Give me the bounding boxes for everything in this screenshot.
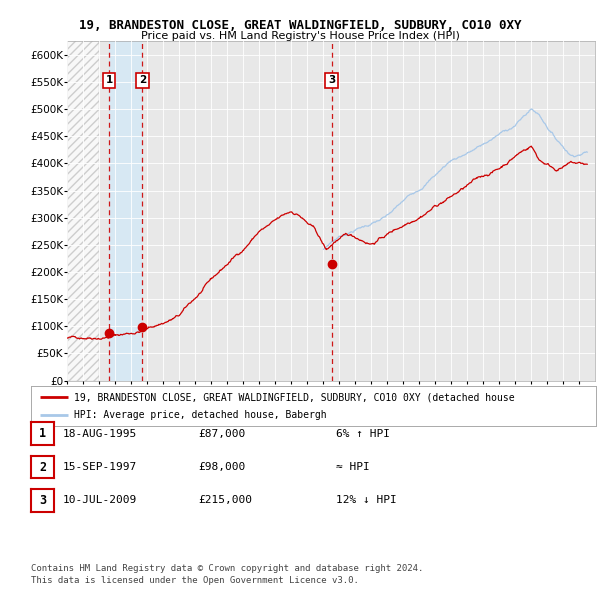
- Text: 1: 1: [39, 427, 46, 440]
- Text: HPI: Average price, detached house, Babergh: HPI: Average price, detached house, Babe…: [74, 410, 326, 420]
- Text: 2: 2: [39, 461, 46, 474]
- Bar: [109, 41, 142, 381]
- Text: 6% ↑ HPI: 6% ↑ HPI: [336, 429, 390, 438]
- Text: ≈ HPI: ≈ HPI: [336, 463, 370, 472]
- Text: Price paid vs. HM Land Registry's House Price Index (HPI): Price paid vs. HM Land Registry's House …: [140, 31, 460, 41]
- Text: Contains HM Land Registry data © Crown copyright and database right 2024.
This d: Contains HM Land Registry data © Crown c…: [31, 565, 424, 585]
- Text: £215,000: £215,000: [198, 496, 252, 505]
- Text: 3: 3: [328, 76, 335, 86]
- Text: 19, BRANDESTON CLOSE, GREAT WALDINGFIELD, SUDBURY, CO10 0XY (detached house: 19, BRANDESTON CLOSE, GREAT WALDINGFIELD…: [74, 392, 514, 402]
- Text: 10-JUL-2009: 10-JUL-2009: [63, 496, 137, 505]
- Text: 18-AUG-1995: 18-AUG-1995: [63, 429, 137, 438]
- Text: £98,000: £98,000: [198, 463, 245, 472]
- Text: £87,000: £87,000: [198, 429, 245, 438]
- Text: 3: 3: [39, 494, 46, 507]
- Text: 19, BRANDESTON CLOSE, GREAT WALDINGFIELD, SUDBURY, CO10 0XY: 19, BRANDESTON CLOSE, GREAT WALDINGFIELD…: [79, 19, 521, 32]
- Text: 2: 2: [139, 76, 146, 86]
- Text: 12% ↓ HPI: 12% ↓ HPI: [336, 496, 397, 505]
- Text: 1: 1: [106, 76, 113, 86]
- Text: 15-SEP-1997: 15-SEP-1997: [63, 463, 137, 472]
